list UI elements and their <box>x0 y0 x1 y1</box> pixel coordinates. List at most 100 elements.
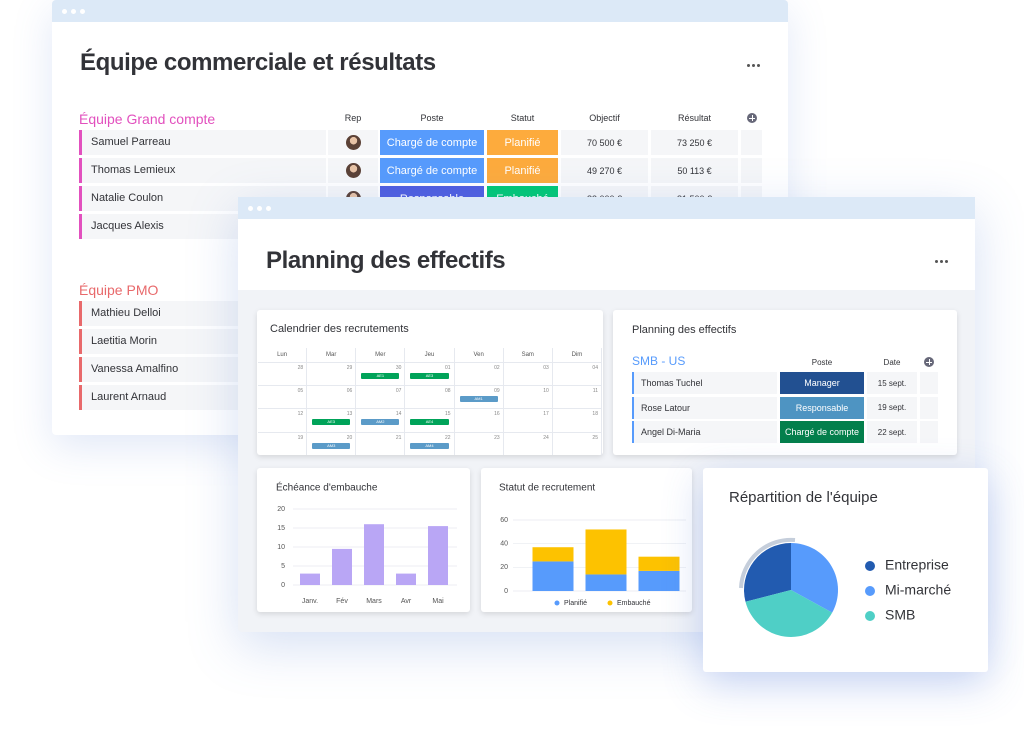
avatar <box>346 163 361 178</box>
row-name: Vanessa Amalfino <box>91 363 179 375</box>
calendar-date: 13 <box>346 411 353 418</box>
calendar-cell: 13 AE3 <box>307 408 357 432</box>
planning-card: Planning des effectifs SMB - US Poste Date T… <box>613 310 957 455</box>
calendar-event: AM4 <box>410 442 449 449</box>
calendar-date: 30 <box>395 365 402 371</box>
day-header: Mer <box>356 348 406 362</box>
calendar-date: 22 <box>445 434 451 441</box>
pie-slice <box>745 590 833 637</box>
amount-cell: 50 113 € <box>651 158 738 183</box>
day-header: Mar <box>307 348 357 362</box>
row-name: Natalie Coulon <box>91 192 164 204</box>
day-header: Dim <box>553 348 602 362</box>
window-dot <box>80 9 85 14</box>
group-name: Équipe PMO <box>79 282 159 298</box>
chart-title: Échéance d'embauche <box>276 481 378 494</box>
row-marker <box>79 301 82 326</box>
day-header: Jeu <box>405 348 455 362</box>
extra-cell <box>920 372 938 394</box>
bar-segment <box>638 570 680 591</box>
calendar-cell: 24 <box>503 431 553 455</box>
row-marker <box>632 421 634 443</box>
x-tick-label: Fév <box>336 598 348 605</box>
menu-dot <box>935 260 938 263</box>
menu-dot <box>945 260 948 263</box>
front-window: Planning des effectifs Calendrier des rec… <box>238 197 975 632</box>
menu-dot <box>752 64 755 67</box>
chart: Statut de recrutement 0 20 40 60 Planifié Emba… <box>499 483 686 607</box>
bar <box>332 548 352 585</box>
extra-cell <box>920 396 938 419</box>
card-title: Calendrier des recrutements <box>270 323 409 335</box>
calendar-cell: 20 AM3 <box>307 431 357 455</box>
calendar-event: AM3 <box>312 442 351 449</box>
name-cell <box>634 372 777 394</box>
calendar-cell: 01 AE3 <box>405 362 455 386</box>
calendar-cell: 25 <box>552 431 602 455</box>
group-name: Équipe Grand compte <box>79 111 216 127</box>
bar-segment <box>585 529 627 575</box>
rep-cell <box>328 158 378 183</box>
calendar-event: AM1 <box>459 396 498 403</box>
calendar-date: 25 <box>592 434 598 441</box>
calendar-event: AE3 <box>410 373 449 379</box>
pie-slice <box>791 543 838 613</box>
calendar-cell: 10 <box>503 385 553 409</box>
menu-dot <box>757 64 760 67</box>
bar-segment <box>638 556 680 571</box>
day-header: Ven <box>455 348 504 362</box>
bar <box>428 526 448 585</box>
legend-marker <box>554 600 560 606</box>
legend-marker <box>865 561 875 571</box>
calendar-cell: 09 AM1 <box>454 385 504 409</box>
bar-segment <box>585 574 627 591</box>
column-header: Résultat <box>677 113 712 123</box>
calendar-date: 20 <box>346 434 353 441</box>
row-marker <box>79 329 82 354</box>
calendar-date: 05 <box>297 388 304 395</box>
row-name: Laetitia Morin <box>91 335 158 347</box>
amount-cell: 73 250 € <box>651 130 738 155</box>
card-title: Planning des effectifs <box>632 324 737 336</box>
add-button[interactable] <box>924 357 934 367</box>
row-name: Samuel Parreau <box>91 136 171 148</box>
extra-cell <box>741 158 762 183</box>
calendar-event: AE3 <box>312 419 351 426</box>
column-header: Rep <box>344 113 362 123</box>
menu-dot <box>940 260 943 263</box>
status-chart-card: Statut de recrutement 0 20 40 60 Planifié Emba… <box>481 468 692 612</box>
add-button[interactable] <box>747 113 757 123</box>
window-dot <box>257 206 262 211</box>
calendar-date: 09 <box>494 388 500 395</box>
calendar-cell: 07 <box>356 385 406 409</box>
date-cell: 22 sept. <box>867 421 917 443</box>
column-header: Poste <box>420 113 444 123</box>
column-header: Statut <box>510 113 535 123</box>
calendar-cell: 02 <box>454 362 504 386</box>
add-icon-v <box>751 115 753 121</box>
row-marker <box>79 214 82 239</box>
calendar-date: 24 <box>543 434 549 441</box>
column-header: Objectif <box>589 113 620 123</box>
window-dot <box>71 9 76 14</box>
calendar-cell: 15 AE4 <box>405 408 455 432</box>
calendar-date: 29 <box>346 365 353 371</box>
header <box>238 219 975 290</box>
y-tick-label: 20 <box>500 564 508 571</box>
y-tick-label: 40 <box>500 541 508 548</box>
row-marker <box>632 396 634 419</box>
calendar-cell: 05 <box>258 385 308 409</box>
window-dot <box>62 9 67 14</box>
date-cell: 15 sept. <box>867 372 917 394</box>
chart: Répartition de l'équipe Entreprise Mi-marc… <box>729 489 951 637</box>
legend-marker <box>607 600 613 606</box>
row-marker <box>79 130 82 155</box>
menu-dot <box>747 64 750 67</box>
y-tick-label: 20 <box>277 506 285 513</box>
calendar-event: AE4 <box>410 419 449 426</box>
amount-cell: 70 500 € <box>561 130 648 155</box>
title-bar <box>52 0 788 22</box>
legend-label: Mi-marché <box>885 582 951 598</box>
bar-segment <box>532 547 574 562</box>
